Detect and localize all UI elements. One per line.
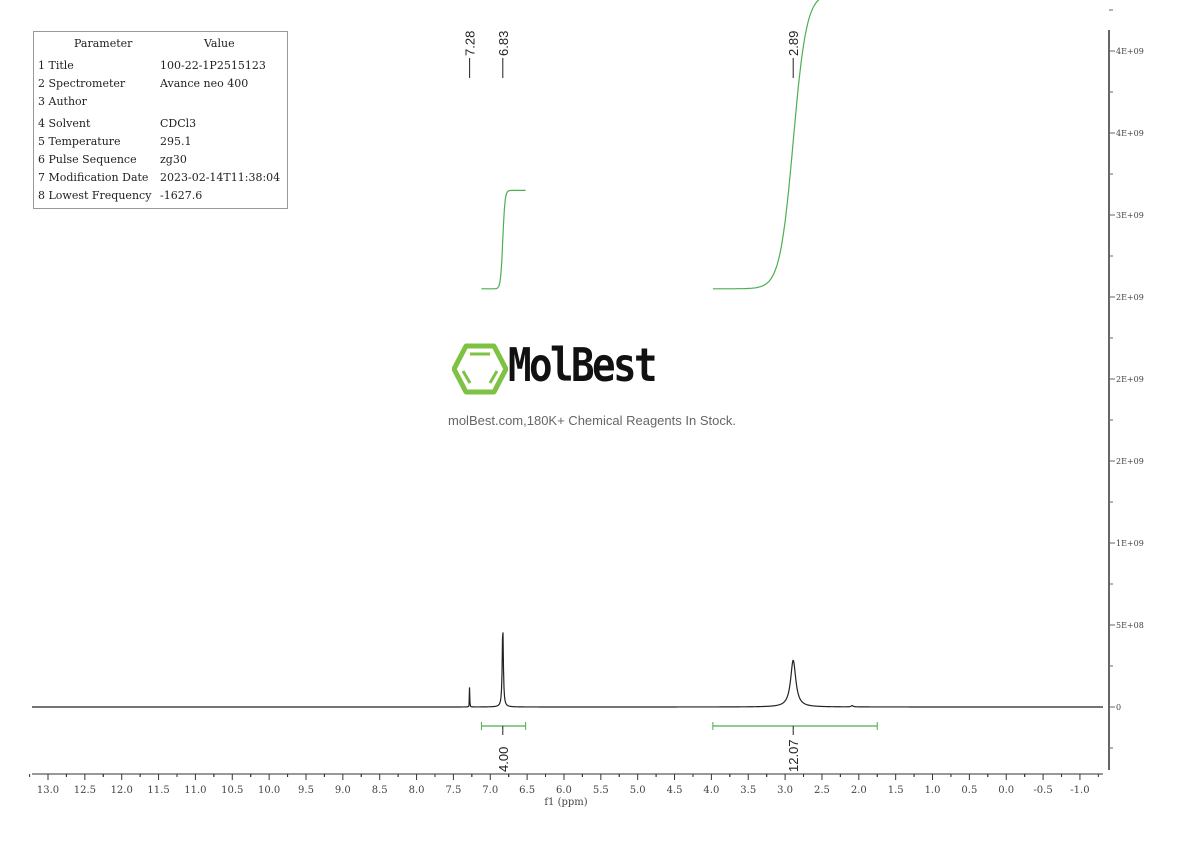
- integral-curve: [481, 189, 526, 290]
- parameter-table: Parameter Value 1 Title 100-22-1P2515123 2…: [33, 31, 288, 209]
- x-tick-label: 10.5: [221, 785, 243, 796]
- x-tick-label: 12.5: [74, 785, 96, 796]
- x-tick-label: 1.5: [888, 785, 904, 796]
- peak-label: 2.89: [786, 31, 801, 56]
- watermark-tagline: molBest.com,180K+ Chemical Reagents In S…: [448, 413, 736, 428]
- molbest-logo-icon: [452, 343, 508, 395]
- parameter-value: 2023-02-14T11:38:04: [160, 171, 281, 184]
- x-tick-label: 8.0: [409, 785, 425, 796]
- y-tick-label: 2E+09: [1116, 375, 1144, 384]
- y-tick-label: 4E+09: [1116, 129, 1144, 138]
- integral-value: 12.07: [786, 739, 801, 772]
- y-tick-label: 3E+09: [1116, 211, 1144, 220]
- peak-label: 7.28: [463, 31, 478, 56]
- parameter-label: 4 Solvent: [38, 117, 91, 130]
- x-tick-label: -1.0: [1070, 785, 1089, 796]
- molbest-brand: MolBest: [508, 338, 657, 392]
- peak-label: 6.83: [496, 31, 511, 56]
- spectrum-line: [32, 632, 1103, 708]
- x-tick-label: 0.5: [961, 785, 977, 796]
- y-tick-label: 4E+09: [1116, 47, 1144, 56]
- x-tick-label: 7.0: [482, 785, 498, 796]
- x-tick-label: 7.5: [445, 785, 461, 796]
- parameter-label: 6 Pulse Sequence: [38, 153, 137, 166]
- parameter-label: 8 Lowest Frequency: [38, 189, 152, 202]
- x-tick-label: 10.0: [258, 785, 280, 796]
- x-axis-label: f1 (ppm): [544, 797, 587, 808]
- y-tick-label: 5E+08: [1116, 621, 1144, 630]
- x-tick-label: 0.0: [998, 785, 1014, 796]
- parameter-label: 1 Title: [38, 59, 74, 72]
- integral-value: 4.00: [496, 747, 511, 772]
- x-tick-label: 5.0: [630, 785, 646, 796]
- x-tick-label: 3.5: [740, 785, 756, 796]
- parameter-label: 2 Spectrometer: [38, 77, 126, 90]
- parameter-value: Avance neo 400: [160, 77, 249, 90]
- x-tick-label: 4.0: [703, 785, 719, 796]
- parameter-header: Parameter: [74, 37, 133, 50]
- y-tick-label: 0: [1116, 703, 1121, 712]
- x-tick-label: 6.0: [556, 785, 572, 796]
- parameter-value: 100-22-1P2515123: [160, 59, 266, 72]
- parameter-value: CDCl3: [160, 117, 197, 130]
- x-tick-label: 2.0: [851, 785, 867, 796]
- y-tick-label: 2E+09: [1116, 293, 1144, 302]
- x-tick-label: 9.0: [335, 785, 351, 796]
- parameter-label: 5 Temperature: [38, 135, 121, 148]
- x-tick-label: 13.0: [37, 785, 59, 796]
- x-tick-label: 6.5: [519, 785, 535, 796]
- x-tick-label: 9.5: [298, 785, 314, 796]
- parameter-value: -1627.6: [160, 189, 203, 202]
- x-tick-label: 12.0: [111, 785, 133, 796]
- x-tick-label: 1.0: [925, 785, 941, 796]
- x-tick-label: 8.5: [372, 785, 388, 796]
- x-tick-label: 11.5: [147, 785, 169, 796]
- parameter-value: 295.1: [160, 135, 192, 148]
- x-tick-label: 3.0: [777, 785, 793, 796]
- integral-curve: [712, 0, 820, 290]
- x-tick-label: 5.5: [593, 785, 609, 796]
- parameter-value: zg30: [160, 153, 187, 166]
- x-tick-label: -0.5: [1033, 785, 1052, 796]
- parameter-label: 7 Modification Date: [38, 171, 149, 184]
- value-header: Value: [204, 37, 235, 50]
- x-tick-label: 11.0: [184, 785, 206, 796]
- parameter-label: 3 Author: [38, 95, 87, 108]
- y-tick-label: 1E+09: [1116, 539, 1144, 548]
- x-tick-label: 4.5: [667, 785, 683, 796]
- x-tick-label: 2.5: [814, 785, 830, 796]
- y-tick-label: 2E+09: [1116, 457, 1144, 466]
